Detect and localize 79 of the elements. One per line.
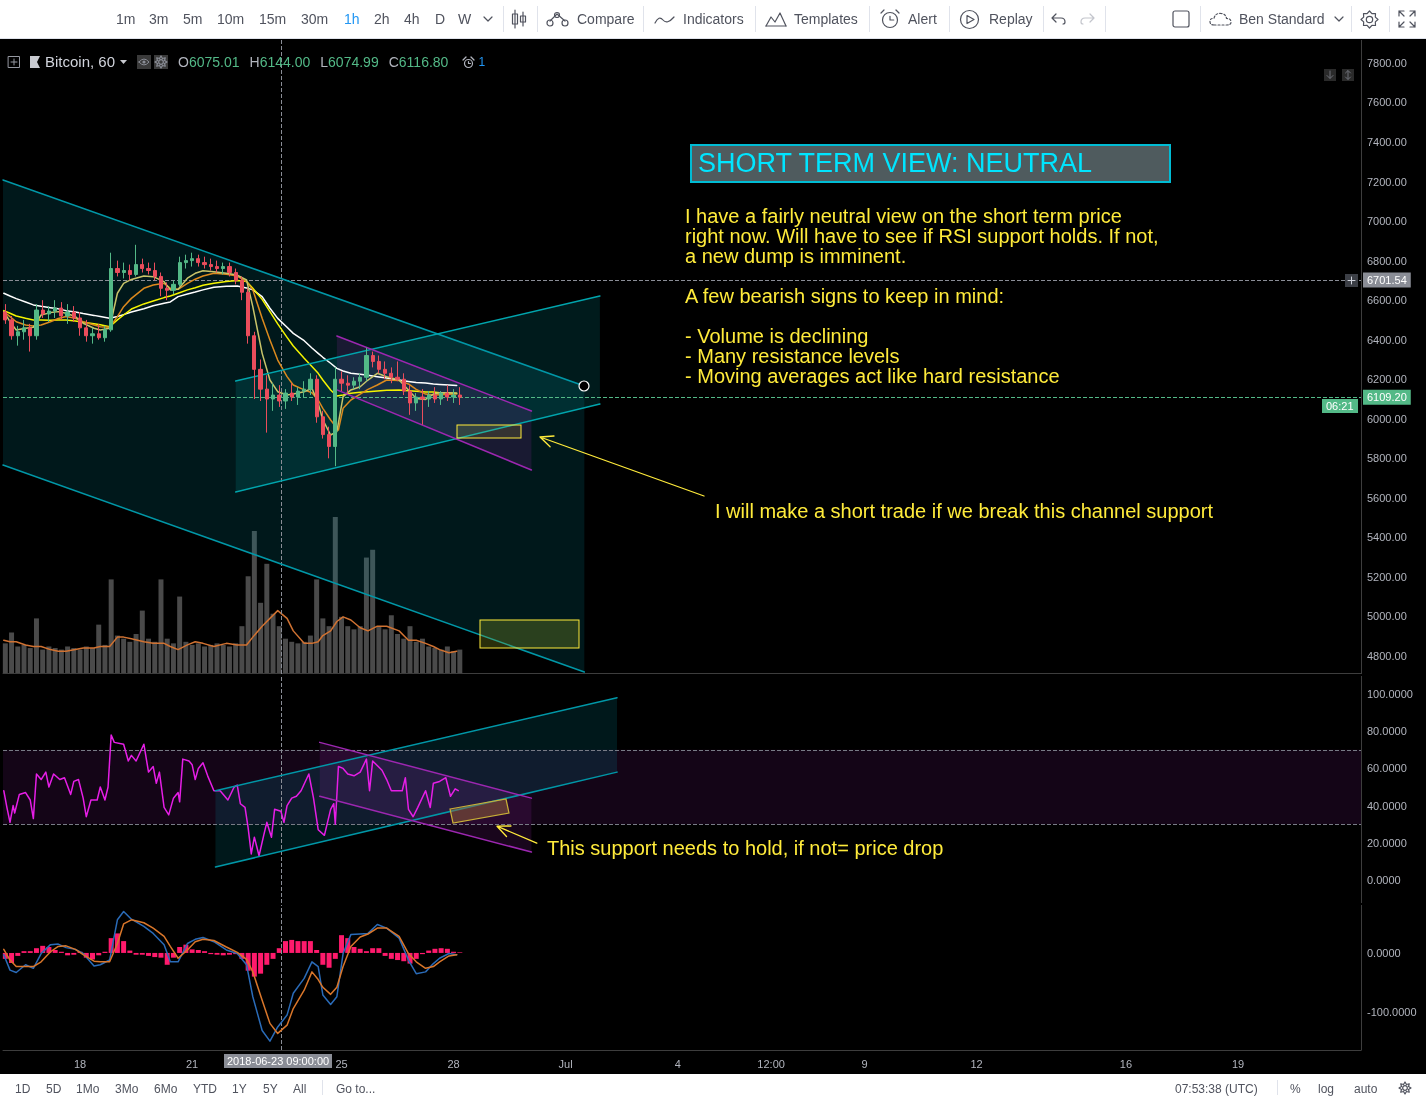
x-tick-label: 12:00 — [757, 1057, 785, 1070]
text: Alert — [908, 11, 937, 27]
x-tick-label: Jul — [558, 1057, 573, 1070]
annotation: This support needs to hold, if not= price drop — [547, 837, 944, 859]
x-tick-label: 25 — [335, 1057, 348, 1070]
y-tick-label: 5400.00 — [1367, 531, 1407, 544]
text: 30m — [301, 11, 329, 27]
x-tick-label: 28 — [447, 1057, 460, 1070]
text: 10m — [217, 11, 245, 27]
text: O6075.01 H6144.00 L6074.99 C6116.80 — [178, 53, 449, 71]
y-tick-label: 6600.00 — [1367, 294, 1407, 307]
text: Templates — [794, 11, 858, 27]
y-tick-label: 0.0000 — [1367, 873, 1401, 886]
x-tick-label: 4 — [674, 1057, 681, 1070]
text: Compare — [577, 11, 635, 27]
text: 5Y — [263, 1082, 278, 1096]
text: log — [1318, 1082, 1335, 1096]
y-tick-label: -100.0000 — [1367, 1006, 1417, 1019]
text: 5D — [46, 1082, 62, 1096]
text: 6Mo — [154, 1082, 178, 1096]
text: 5m — [183, 11, 203, 27]
text: D — [435, 11, 446, 27]
ref-line-label: 6109.20 — [1367, 391, 1407, 404]
text: 1Y — [232, 1082, 247, 1096]
x-tick-label: 16 — [1119, 1057, 1133, 1070]
text: Go to... — [336, 1082, 376, 1096]
annotation: I will make a short trade if we break this channel support — [715, 500, 1214, 522]
y-tick-label: 6000.00 — [1367, 412, 1407, 425]
annotation: I have a fairly neutral view on the short term price right now. Will have to see if RSI support holds. If not, a new dump is imminent. — [685, 205, 1159, 267]
y-tick-label: 5600.00 — [1367, 491, 1407, 504]
y-tick-label: 5000.00 — [1367, 610, 1407, 623]
text: Indicators — [683, 11, 744, 27]
y-tick-label: 7600.00 — [1367, 96, 1407, 109]
text: auto — [1354, 1082, 1378, 1096]
text: 15m — [259, 11, 287, 27]
text: Ben Standard — [1239, 11, 1325, 27]
text: 1m — [116, 11, 136, 27]
text: 3Mo — [115, 1082, 139, 1096]
text: 1h — [344, 11, 360, 27]
annotation: SHORT TERM VIEW: NEUTRAL — [698, 147, 1093, 180]
y-tick-label: 5200.00 — [1367, 570, 1407, 583]
y-tick-label: 20.0000 — [1367, 836, 1407, 849]
y-tick-label: 80.0000 — [1367, 725, 1407, 738]
y-tick-label: 6400.00 — [1367, 333, 1407, 346]
y-tick-label: 5800.00 — [1367, 452, 1407, 465]
annotation: 06:21 — [1322, 399, 1358, 413]
y-tick-label: 7400.00 — [1367, 136, 1407, 149]
text: W — [458, 11, 472, 27]
x-tick-label: 19 — [1231, 1057, 1245, 1070]
annotation: 1 — [478, 55, 486, 69]
text: 2h — [374, 11, 390, 27]
y-tick-label: 4800.00 — [1367, 650, 1407, 663]
ref-line-label: 2018-06-23 09:00:00 — [224, 1054, 333, 1068]
annotation: A few bearish signs to keep in mind: — [685, 285, 1005, 307]
text: Replay — [989, 11, 1033, 27]
text: 3m — [149, 11, 169, 27]
text: 1Mo — [76, 1082, 100, 1096]
x-tick-label: 9 — [861, 1057, 868, 1070]
y-tick-label: 100.0000 — [1367, 688, 1413, 701]
ref-line-label: 6701.54 — [1367, 274, 1407, 287]
annotation: - Volume is declining - Many resistance levels - Moving averages act like hard resistance — [685, 325, 1060, 387]
y-tick-label: 40.0000 — [1367, 799, 1407, 812]
y-tick-label: 60.0000 — [1367, 762, 1407, 775]
text: 1D — [15, 1082, 31, 1096]
y-tick-label: 7800.00 — [1367, 56, 1407, 69]
x-tick-label: 18 — [73, 1057, 87, 1070]
text: 07:53:38 (UTC) — [1175, 1082, 1258, 1096]
y-tick-label: 7000.00 — [1367, 215, 1407, 228]
text: All — [293, 1082, 307, 1096]
x-tick-label: 12 — [970, 1057, 983, 1070]
text: 4h — [404, 11, 420, 27]
text: % — [1290, 1082, 1301, 1096]
y-tick-label: 6800.00 — [1367, 254, 1407, 267]
x-tick-label: 21 — [185, 1057, 199, 1070]
text: Bitcoin, 60 — [45, 53, 116, 71]
text: YTD — [193, 1082, 217, 1096]
y-tick-label: 7200.00 — [1367, 175, 1407, 188]
y-tick-label: 0.0000 — [1367, 946, 1401, 959]
y-tick-label: 6200.00 — [1367, 373, 1407, 386]
